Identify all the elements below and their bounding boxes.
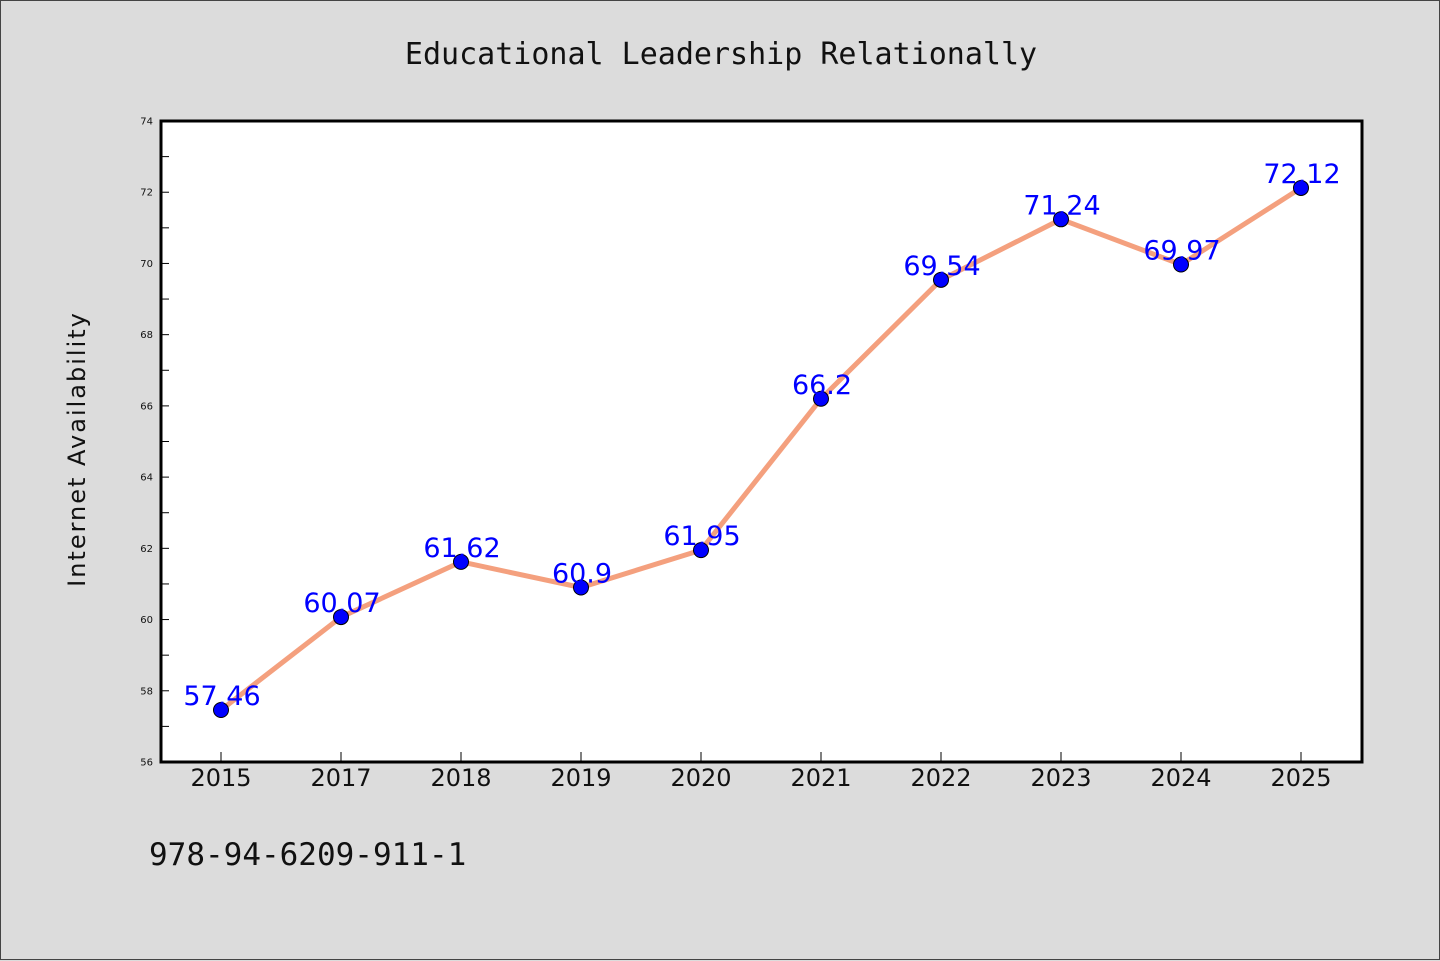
data-label: 66.2 — [792, 370, 852, 401]
data-point — [573, 579, 589, 596]
y-axis-label: Internet Availability — [63, 311, 91, 587]
data-point — [693, 542, 709, 559]
x-tick-label: 2015 — [190, 764, 251, 792]
y-tick-label: 56 — [140, 758, 153, 769]
series-line — [218, 185, 1304, 713]
data-point — [453, 553, 469, 570]
data-point — [1293, 179, 1309, 196]
data-point — [933, 271, 949, 288]
x-tick-label: 2021 — [790, 764, 851, 792]
plot-area — [159, 119, 1364, 764]
data-label: 60.07 — [303, 588, 380, 619]
data-label: 57.46 — [183, 681, 260, 712]
y-tick-label: 68 — [140, 330, 153, 341]
data-label: 71.24 — [1023, 190, 1100, 221]
x-tick-label: 2025 — [1270, 764, 1331, 792]
data-label: 69.97 — [1143, 236, 1220, 267]
x-tick-label: 2020 — [670, 764, 731, 792]
data-point — [333, 609, 349, 626]
x-tick-label: 2024 — [1150, 764, 1211, 792]
y-axis-ticks: 56 58 60 62 64 66 68 70 72 74 — [140, 117, 169, 769]
data-point — [213, 702, 229, 719]
data-label: 69.54 — [903, 251, 980, 282]
data-label: 60.9 — [552, 559, 612, 590]
data-point — [813, 390, 829, 407]
y-tick-label: 58 — [140, 686, 153, 697]
data-point — [1173, 256, 1189, 273]
data-point — [1053, 211, 1069, 228]
data-label: 72.12 — [1263, 159, 1340, 190]
data-label: 61.62 — [423, 533, 500, 564]
y-tick-label: 70 — [140, 259, 153, 270]
x-axis-ticks: 2015 2017 2018 2019 2020 2021 2022 2023 2024 2025 — [190, 752, 1332, 792]
chart-title: Educational Leadership Relationally — [405, 37, 1037, 72]
footer-code: 978-94-6209-911-1 — [149, 837, 466, 873]
y-tick-label: 60 — [140, 615, 153, 626]
y-tick-label: 62 — [140, 544, 153, 555]
y-tick-label: 74 — [140, 117, 153, 128]
y-tick-label: 64 — [140, 473, 153, 484]
x-tick-label: 2018 — [430, 764, 491, 792]
data-label: 61.95 — [663, 521, 740, 552]
x-tick-label: 2022 — [910, 764, 971, 792]
y-tick-label: 66 — [140, 401, 153, 412]
x-tick-label: 2017 — [310, 764, 371, 792]
y-tick-label: 72 — [140, 188, 153, 199]
x-tick-label: 2019 — [550, 764, 611, 792]
series-group: 57.46 60.07 61.62 60.9 61.95 66.2 69.54 71.24 69… — [183, 159, 1341, 719]
x-tick-label: 2023 — [1030, 764, 1091, 792]
